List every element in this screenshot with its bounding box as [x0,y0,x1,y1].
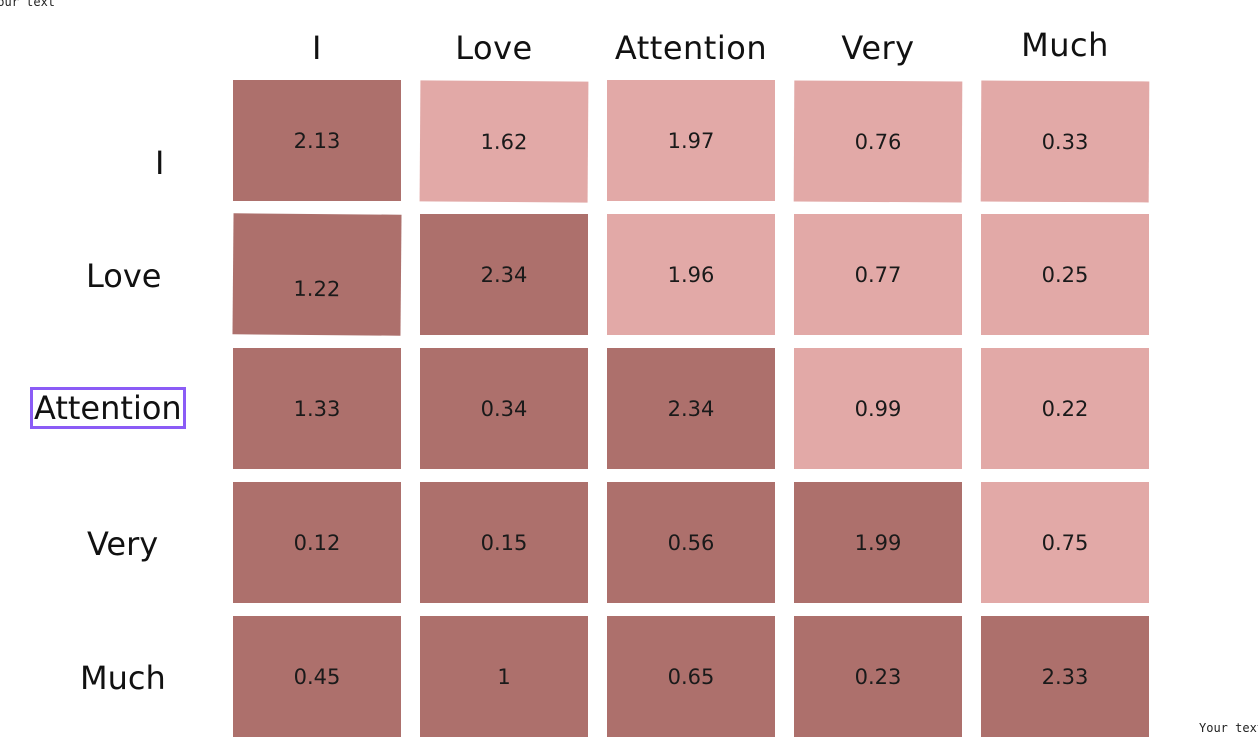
text-box-bottom[interactable]: Your text [1199,721,1258,735]
heatmap-cell[interactable]: 0.22 [981,348,1149,469]
heatmap-cell[interactable]: 0.99 [794,348,962,469]
heatmap-cell[interactable]: 0.34 [420,348,588,469]
column-header-very[interactable]: Very [841,29,915,67]
heatmap-cell[interactable]: 0.15 [420,482,588,603]
heatmap-cell[interactable]: 0.12 [233,482,401,603]
heatmap-cell[interactable]: 0.45 [233,616,401,737]
heatmap-cell[interactable]: 2.34 [607,348,775,469]
heatmap-cell[interactable]: 1.96 [607,214,775,335]
heatmap-cell[interactable]: 0.23 [794,616,962,737]
heatmap-cell[interactable]: 0.25 [981,214,1149,335]
column-header-much[interactable]: Much [1021,26,1109,64]
column-header-i[interactable]: I [312,29,322,67]
heatmap-cell[interactable]: 1.62 [419,80,589,203]
column-header-attention[interactable]: Attention [614,29,768,67]
heatmap-cell[interactable]: 0.76 [793,80,963,203]
row-header-love[interactable]: Love [86,257,162,295]
heatmap-cell[interactable]: 1 [420,616,588,737]
row-header-very[interactable]: Very [87,525,159,563]
text-box-top[interactable]: Your text [0,0,56,9]
row-header-attention[interactable]: Attention [30,387,186,429]
row-header-much[interactable]: Much [80,659,166,697]
heatmap-cell[interactable]: 2.33 [981,616,1149,737]
column-header-love[interactable]: Love [455,29,533,67]
heatmap-cell[interactable]: 2.34 [420,214,588,335]
row-header-i[interactable]: I [155,144,165,182]
heatmap-cell[interactable]: 1.97 [607,80,775,201]
heatmap-cell[interactable]: 1.22 [232,213,402,336]
heatmap-cell[interactable]: 0.77 [794,214,962,335]
heatmap-cell[interactable]: 1.33 [233,348,401,469]
heatmap-cell[interactable]: 0.75 [981,482,1149,603]
heatmap-cell[interactable]: 1.99 [794,482,962,603]
heatmap-cell[interactable]: 2.13 [233,80,401,201]
heatmap-cell[interactable]: 0.65 [607,616,775,737]
heatmap-cell[interactable]: 0.56 [607,482,775,603]
heatmap-cell[interactable]: 0.33 [980,80,1150,203]
